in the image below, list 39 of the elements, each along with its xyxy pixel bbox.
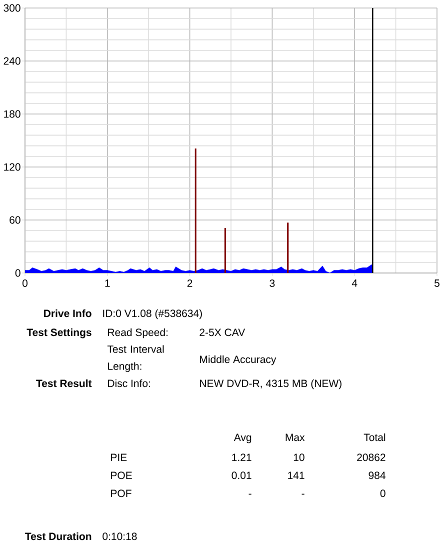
- text: POE: [111, 472, 132, 480]
- y-tick-label: 0: [15, 269, 20, 277]
- text: POF: [111, 490, 132, 498]
- text: Test Interval Length:: [107, 345, 164, 372]
- text: Avg: [234, 434, 252, 444]
- text: Test Result: [36, 379, 92, 388]
- text: PIE: [111, 454, 127, 461]
- text: 20862: [357, 454, 386, 462]
- y-tick-label: 120: [4, 163, 20, 171]
- text: 0:10:18: [102, 532, 137, 540]
- text: NEW DVD-R, 4315 MB (NEW): [200, 379, 342, 390]
- text: Test Settings: [26, 328, 92, 338]
- y-tick-label: 300: [4, 4, 20, 12]
- y-tick-label: 60: [10, 216, 20, 224]
- x-tick-label: 0: [22, 280, 28, 287]
- x-tick-label: 2: [187, 280, 192, 287]
- text: Read Speed:: [108, 328, 168, 338]
- x-tick-label: 4: [352, 280, 358, 287]
- text: 0: [380, 490, 386, 498]
- text: 984: [368, 472, 386, 480]
- y-tick-label: 180: [4, 110, 20, 118]
- text: 1.21: [232, 454, 252, 461]
- text: Test Duration: [25, 532, 92, 540]
- text: Middle Accuracy: [200, 355, 276, 366]
- text: Total: [364, 433, 386, 442]
- text: Disc Info:: [108, 379, 150, 388]
- text: Drive Info: [44, 309, 92, 318]
- text: 2-5X CAV: [200, 328, 246, 336]
- text: 141: [288, 472, 304, 479]
- x-tick-label: 3: [270, 280, 275, 287]
- y-tick-label: 240: [4, 57, 20, 65]
- x-tick-label: 1: [105, 280, 110, 287]
- x-tick-label: 5: [434, 280, 440, 287]
- text: 0.01: [232, 472, 252, 480]
- text: 10: [294, 454, 304, 462]
- text: -: [248, 494, 252, 495]
- text: Max: [286, 434, 305, 442]
- text: ID:0 V1.08 (#538634): [103, 309, 202, 320]
- text: -: [302, 494, 304, 495]
